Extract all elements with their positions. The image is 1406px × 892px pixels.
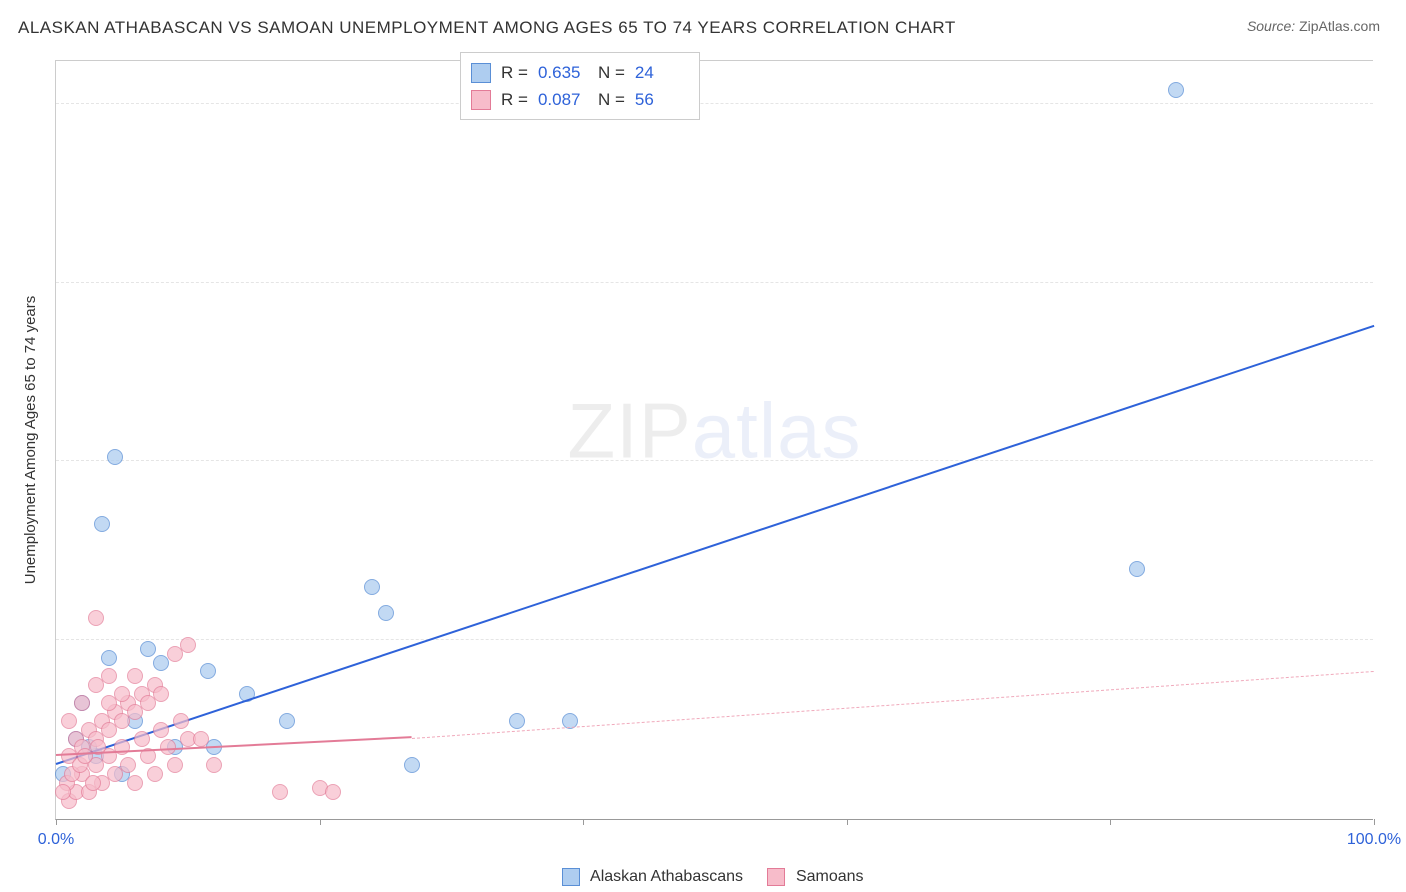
data-point [404, 757, 420, 773]
x-tick-label: 0.0% [38, 831, 74, 849]
data-point [364, 579, 380, 595]
x-tick [56, 819, 57, 825]
swatch-athabascan [471, 63, 491, 83]
data-point [206, 757, 222, 773]
data-point [61, 713, 77, 729]
data-point [140, 641, 156, 657]
data-point [167, 757, 183, 773]
data-point [147, 766, 163, 782]
data-point [127, 775, 143, 791]
data-point [88, 677, 104, 693]
watermark: ZIPatlas [567, 385, 861, 476]
gridline [56, 103, 1373, 104]
r-label: R = [501, 59, 528, 86]
data-point [101, 650, 117, 666]
source-value: ZipAtlas.com [1299, 18, 1380, 34]
gridline [56, 460, 1373, 461]
source-attribution: Source: ZipAtlas.com [1247, 18, 1380, 34]
swatch-samoan [471, 90, 491, 110]
x-tick-label: 100.0% [1347, 831, 1401, 849]
n-label: N = [598, 86, 625, 113]
data-point [55, 784, 71, 800]
data-point [200, 663, 216, 679]
data-point [88, 610, 104, 626]
data-point [107, 449, 123, 465]
swatch-samoan [767, 868, 785, 886]
gridline [56, 639, 1373, 640]
y-axis-title: Unemployment Among Ages 65 to 74 years [22, 296, 39, 585]
data-point [193, 731, 209, 747]
source-label: Source: [1247, 18, 1295, 34]
legend-row-samoan: R = 0.087 N = 56 [471, 86, 685, 113]
legend-label-athabascan: Alaskan Athabascans [590, 868, 743, 885]
y-tick-label: 80.0% [1383, 77, 1406, 95]
r-value: 0.087 [538, 86, 588, 113]
data-point [279, 713, 295, 729]
data-point [325, 784, 341, 800]
data-point [114, 739, 130, 755]
data-point [120, 757, 136, 773]
x-tick [583, 819, 584, 825]
x-tick [1110, 819, 1111, 825]
data-point [74, 695, 90, 711]
data-point [272, 784, 288, 800]
data-point [378, 605, 394, 621]
correlation-legend: R = 0.635 N = 24 R = 0.087 N = 56 [460, 52, 700, 120]
x-tick [847, 819, 848, 825]
data-point [173, 713, 189, 729]
data-point [153, 722, 169, 738]
n-value: 56 [635, 86, 685, 113]
n-label: N = [598, 59, 625, 86]
data-point [127, 668, 143, 684]
data-point [94, 516, 110, 532]
chart-title: ALASKAN ATHABASCAN VS SAMOAN UNEMPLOYMEN… [18, 18, 956, 38]
data-point [114, 686, 130, 702]
x-tick [320, 819, 321, 825]
data-point [180, 637, 196, 653]
trend-line [56, 325, 1375, 765]
y-tick-label: 20.0% [1383, 613, 1406, 631]
r-value: 0.635 [538, 59, 588, 86]
r-label: R = [501, 86, 528, 113]
legend-label-samoan: Samoans [796, 868, 864, 885]
data-point [153, 686, 169, 702]
data-point [134, 731, 150, 747]
data-point [85, 775, 101, 791]
plot-area: ZIPatlas 20.0%40.0%60.0%80.0%0.0%100.0% [55, 60, 1373, 820]
gridline [56, 282, 1373, 283]
y-tick-label: 40.0% [1383, 434, 1406, 452]
series-legend: Alaskan Athabascans Samoans [0, 868, 1406, 886]
data-point [1168, 82, 1184, 98]
legend-row-athabascan: R = 0.635 N = 24 [471, 59, 685, 86]
y-tick-label: 60.0% [1383, 256, 1406, 274]
swatch-athabascan [562, 868, 580, 886]
data-point [509, 713, 525, 729]
data-point [1129, 561, 1145, 577]
n-value: 24 [635, 59, 685, 86]
x-tick [1374, 819, 1375, 825]
trend-line [412, 670, 1374, 738]
